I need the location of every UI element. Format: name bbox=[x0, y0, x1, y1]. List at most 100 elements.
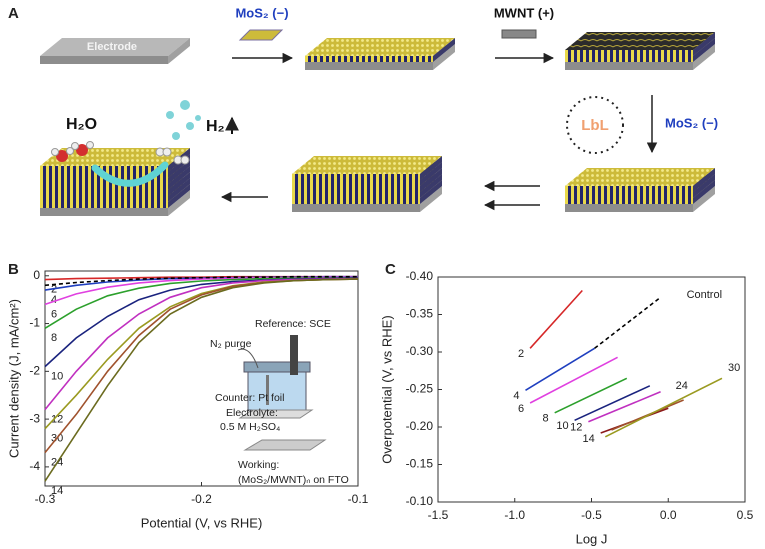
series-label: 6 bbox=[51, 308, 57, 320]
series-label: 12 bbox=[570, 422, 582, 434]
water-molecules bbox=[180, 155, 190, 165]
x-tick-label: -1.0 bbox=[504, 508, 525, 522]
series-line bbox=[594, 296, 662, 349]
beaker bbox=[247, 369, 307, 411]
panel-a: A Electrode MoS₂ (−) MWNT (+) MoS₂ (−) L… bbox=[8, 5, 718, 216]
x-tick-label: -0.5 bbox=[581, 508, 602, 522]
y-axis-label: Overpotential (V, vs RHE) bbox=[379, 315, 394, 463]
y-tick-label: -3 bbox=[29, 411, 40, 425]
h2-bubbles bbox=[195, 115, 201, 121]
flake bbox=[238, 29, 284, 41]
water-label: H₂O bbox=[66, 116, 97, 133]
layer bbox=[305, 38, 455, 62]
x-axis-label: Log J bbox=[576, 531, 608, 546]
y-tick-label: -0.35 bbox=[406, 307, 434, 321]
annotation: Electrolyte: bbox=[226, 407, 278, 419]
series-label: 24 bbox=[676, 380, 688, 392]
annotation: 0.5 M H₂SO₄ bbox=[220, 421, 280, 433]
layer bbox=[565, 32, 715, 56]
series-line bbox=[44, 278, 359, 482]
panel-label: C bbox=[385, 261, 396, 278]
series-label: 12 bbox=[51, 413, 63, 425]
water-molecules bbox=[51, 148, 59, 156]
annotation: Reference: SCE bbox=[255, 318, 331, 330]
y-axis-label: Current density (J, mA/cm²) bbox=[6, 299, 21, 458]
annotation: N₂ purge bbox=[210, 338, 252, 350]
series-line bbox=[604, 377, 723, 438]
x-tick-label: -0.1 bbox=[348, 492, 369, 506]
annotation: (MoS₂/MWNT)ₙ on FTO bbox=[238, 474, 349, 486]
series-line bbox=[574, 385, 651, 422]
series-line bbox=[44, 275, 358, 287]
layer bbox=[565, 168, 715, 192]
x-tick-label: -0.3 bbox=[35, 492, 56, 506]
y-tick-label: -0.20 bbox=[406, 419, 434, 433]
purge-line bbox=[237, 348, 259, 369]
y-tick-label: -0.40 bbox=[406, 269, 434, 283]
water-molecules bbox=[51, 141, 190, 165]
y-tick-label: -2 bbox=[29, 364, 40, 378]
water-molecules bbox=[86, 141, 94, 149]
working-plate bbox=[243, 439, 327, 451]
h2-bubbles bbox=[166, 111, 174, 119]
h2-bubbles bbox=[166, 100, 201, 140]
series-label: 10 bbox=[556, 420, 568, 432]
water-molecules bbox=[66, 147, 74, 155]
h2-bubbles bbox=[186, 122, 194, 130]
panel-label: B bbox=[8, 261, 19, 278]
lid bbox=[243, 361, 311, 373]
water-molecules bbox=[76, 144, 88, 156]
proton-path bbox=[91, 161, 169, 187]
y-tick-label: 0 bbox=[33, 268, 40, 282]
x-tick-label: -0.2 bbox=[191, 492, 212, 506]
step-label: MWNT (+) bbox=[494, 5, 554, 20]
plate bbox=[238, 409, 314, 419]
y-tick-label: -1 bbox=[29, 316, 40, 330]
x-tick-label: 0.5 bbox=[737, 508, 754, 522]
series-label: 4 bbox=[51, 294, 57, 306]
x-tick-label: -1.5 bbox=[428, 508, 449, 522]
series-label: 14 bbox=[51, 485, 63, 497]
y-tick-label: -0.30 bbox=[406, 344, 434, 358]
y-tick-label: -4 bbox=[29, 459, 40, 473]
y-tick-label: -0.10 bbox=[406, 494, 434, 508]
series-line bbox=[44, 277, 359, 411]
reference-electrode bbox=[290, 335, 298, 375]
h2-bubbles bbox=[172, 132, 180, 140]
y-tick-label: -0.25 bbox=[406, 382, 434, 396]
series-line bbox=[525, 347, 596, 391]
series-label: Control bbox=[687, 289, 722, 301]
hydrogen-label: H₂ bbox=[206, 118, 225, 135]
panel-label: A bbox=[8, 5, 19, 22]
water-molecules bbox=[71, 142, 79, 150]
series-label: 6 bbox=[518, 403, 524, 415]
cycle-label: LbL bbox=[581, 117, 609, 134]
series-label: 4 bbox=[513, 390, 519, 402]
series-label: 2 bbox=[518, 348, 524, 360]
series-label: 30 bbox=[728, 362, 740, 374]
annotation: Working: bbox=[238, 459, 279, 471]
layer bbox=[292, 156, 442, 180]
series-line bbox=[529, 289, 583, 349]
x-axis-label: Potential (V, vs RHE) bbox=[141, 515, 263, 530]
series-line bbox=[588, 391, 661, 423]
series-label: 8 bbox=[543, 413, 549, 425]
x-tick-label: 0.0 bbox=[660, 508, 677, 522]
cycle bbox=[566, 96, 624, 154]
electrode-label: Electrode bbox=[87, 41, 137, 53]
series-label: 8 bbox=[51, 332, 57, 344]
series-label: 14 bbox=[582, 433, 594, 445]
counter-electrode bbox=[266, 375, 269, 405]
nanotube bbox=[501, 29, 537, 39]
series-label: 10 bbox=[51, 370, 63, 382]
step-label: MoS₂ (−) bbox=[235, 5, 288, 20]
series-line bbox=[529, 356, 618, 404]
water-molecules bbox=[56, 150, 68, 162]
annotation: Counter: Pt foil bbox=[215, 392, 284, 404]
h2-bubbles bbox=[180, 100, 190, 110]
water-molecules bbox=[162, 147, 172, 157]
y-tick-label: -0.15 bbox=[406, 457, 434, 471]
inset-apparatus bbox=[237, 335, 327, 451]
